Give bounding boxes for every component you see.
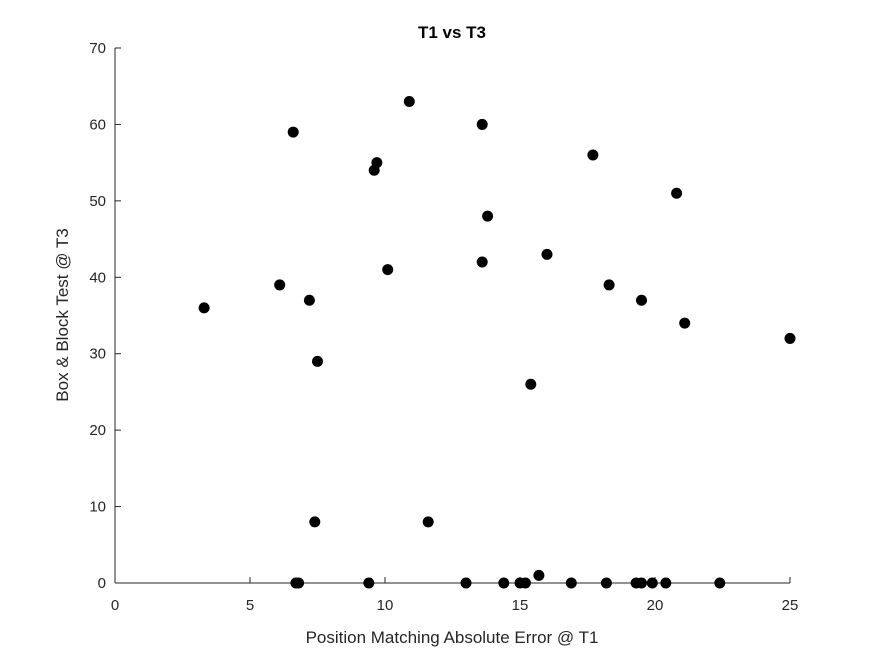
data-point [309, 516, 321, 528]
data-points [198, 96, 796, 589]
data-point [498, 577, 510, 589]
x-tick-label: 25 [782, 597, 799, 614]
data-point [714, 577, 726, 589]
data-point [482, 210, 494, 222]
data-point [525, 378, 537, 390]
y-tick-label: 70 [89, 40, 106, 57]
axes [114, 48, 790, 584]
data-point [312, 355, 323, 367]
data-point [679, 317, 691, 329]
data-point [671, 187, 683, 199]
y-tick-label: 40 [89, 269, 106, 286]
x-axis-label: Position Matching Absolute Error @ T1 [306, 628, 599, 647]
data-point [303, 294, 315, 306]
data-point [636, 294, 647, 306]
data-point [382, 264, 394, 276]
y-tick-label: 0 [98, 575, 106, 592]
data-point [636, 577, 647, 589]
x-tick-label: 0 [111, 597, 119, 614]
y-tick-label: 50 [89, 193, 106, 210]
data-point [784, 332, 796, 344]
data-point [363, 577, 375, 589]
data-point [293, 577, 305, 589]
x-tick-label: 20 [647, 597, 664, 614]
y-ticks: 0 10 20 30 40 50 60 70 [89, 40, 121, 592]
data-point [600, 577, 612, 589]
data-point [533, 569, 545, 581]
y-axis-label: Box & Block Test @ T3 [53, 228, 72, 401]
data-point [274, 279, 286, 291]
data-point [422, 516, 434, 528]
x-tick-label: 5 [246, 597, 254, 614]
x-tick-label: 10 [377, 597, 394, 614]
data-point [287, 126, 299, 138]
data-point [565, 577, 577, 589]
y-tick-label: 60 [89, 116, 106, 133]
data-point [519, 577, 531, 589]
data-point [198, 302, 210, 314]
data-point [660, 577, 672, 589]
data-point [603, 279, 615, 291]
data-point [476, 256, 488, 268]
y-tick-label: 10 [89, 499, 106, 516]
data-point [476, 118, 488, 130]
data-point [646, 577, 658, 589]
x-ticks: 0 5 10 15 20 25 [111, 577, 799, 614]
data-point [371, 157, 383, 169]
data-point [541, 248, 553, 260]
data-point [403, 96, 415, 107]
y-tick-label: 20 [89, 422, 106, 439]
x-tick-label: 15 [512, 597, 529, 614]
chart-title: T1 vs T3 [418, 23, 486, 42]
data-point [460, 577, 472, 589]
data-point [587, 149, 599, 161]
y-tick-label: 30 [89, 346, 106, 363]
